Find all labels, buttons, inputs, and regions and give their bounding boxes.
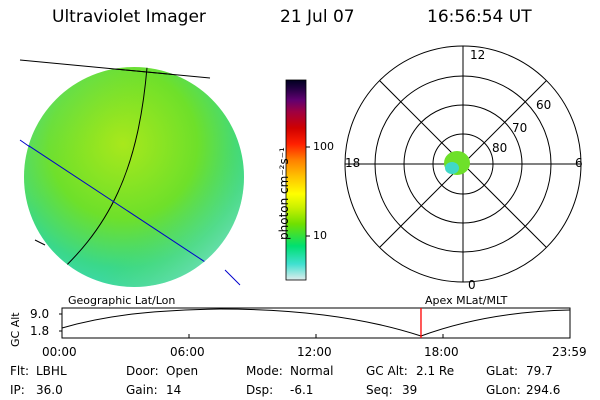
filter-value: LBHL xyxy=(36,364,67,378)
mlt-label-18: 18 xyxy=(345,156,361,170)
mlt-label-6: 6 xyxy=(575,156,583,170)
image-date: 21 Jul 07 xyxy=(280,7,355,27)
mlat-label-80: 80 xyxy=(492,141,508,155)
mlat-label-60: 60 xyxy=(536,98,552,112)
timeline-ytick-top: 9.0 xyxy=(30,307,50,321)
gc-alt-label: GC Alt: xyxy=(366,364,408,378)
timeline-ylabel: GC Alt xyxy=(9,312,22,347)
door-label: Door: xyxy=(126,364,159,378)
colorbar-unit-label: photon cm⁻²s⁻¹ xyxy=(277,147,291,240)
mlt-label-0: 0 xyxy=(468,278,476,292)
filter-label: Flt: xyxy=(10,364,29,378)
dsp-value: -6.1 xyxy=(290,383,314,397)
timeline-ytick-bottom: 1.8 xyxy=(30,324,50,338)
door-value: Open xyxy=(166,364,199,378)
instrument-title: Ultraviolet Imager xyxy=(52,7,206,27)
ip-label: IP: xyxy=(10,383,25,397)
lon-line xyxy=(44,67,149,286)
timeline-xtick-1200: 12:00 xyxy=(297,345,332,359)
polar-plot xyxy=(344,45,582,283)
colorbar-tick-100: 100 xyxy=(313,140,334,153)
altitude-curve xyxy=(61,308,571,337)
image-time: 16:56:54 UT xyxy=(427,7,532,27)
mode-value: Normal xyxy=(290,364,334,378)
glon-value: 294.6 xyxy=(526,383,561,397)
gain-value: 14 xyxy=(166,383,182,397)
timeline-plot xyxy=(59,307,571,339)
colorbar-tick-10: 10 xyxy=(313,229,327,242)
mlat-label-70: 70 xyxy=(512,121,528,135)
gc-alt-value: 2.1 Re xyxy=(416,364,455,378)
gain-label: Gain: xyxy=(126,383,158,397)
seq-label: Seq: xyxy=(366,383,393,397)
glon-label: GLon: xyxy=(486,383,521,397)
colorbar xyxy=(285,79,310,281)
terminator-line xyxy=(24,139,241,286)
timeline-xtick-0000: 00:00 xyxy=(42,345,77,359)
uv-image-disk xyxy=(19,59,244,287)
timeline-xtick-0600: 06:00 xyxy=(170,345,205,359)
geographic-label: Geographic Lat/Lon xyxy=(68,294,176,307)
dsp-label: Dsp: xyxy=(246,383,274,397)
mlt-label-12: 12 xyxy=(470,48,486,62)
timeline-xtick-2359: 23:59 xyxy=(552,345,587,359)
ip-value: 36.0 xyxy=(36,383,63,397)
mode-label: Mode: xyxy=(246,364,283,378)
seq-value: 39 xyxy=(402,383,418,397)
apex-label: Apex MLat/MLT xyxy=(425,294,508,307)
timeline-xtick-1800: 18:00 xyxy=(424,345,459,359)
glat-value: 79.7 xyxy=(526,364,553,378)
glat-label: GLat: xyxy=(486,364,519,378)
